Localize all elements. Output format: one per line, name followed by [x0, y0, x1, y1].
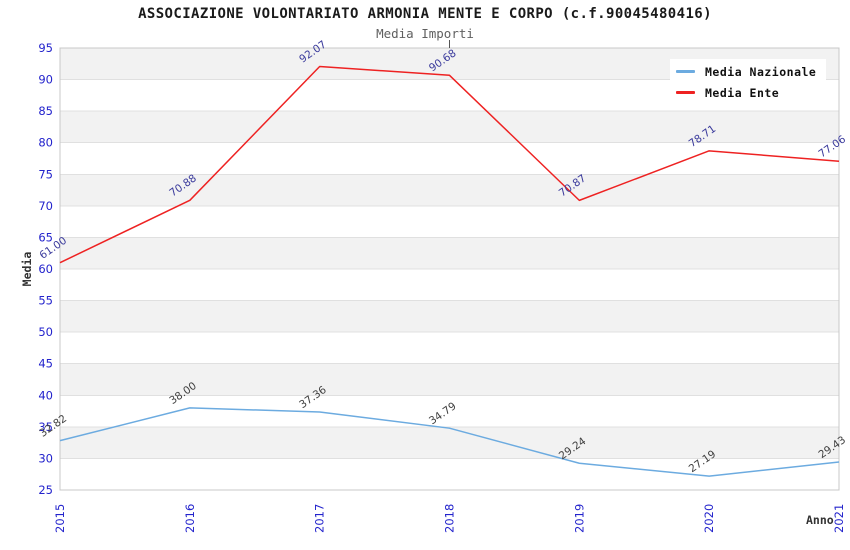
legend-item-media-nazionale[interactable]: Media Nazionale — [676, 61, 816, 82]
x-tick-label: 2021 — [832, 504, 846, 533]
y-tick-label: 50 — [38, 325, 53, 339]
legend-label-media-nazionale: Media Nazionale — [705, 64, 817, 79]
grid-band — [60, 237, 839, 269]
grid-band — [60, 269, 839, 301]
grid-band — [60, 363, 839, 396]
y-tick-label: 85 — [38, 104, 53, 118]
grid-band — [60, 205, 839, 238]
chart-subtitle: Media Importi — [376, 26, 474, 41]
legend-swatch-media-ente — [676, 91, 695, 94]
grid-band — [60, 111, 839, 143]
legend-label-media-ente: Media Ente — [705, 85, 780, 100]
y-tick-label: 90 — [38, 73, 53, 87]
x-tick-label: 2016 — [183, 504, 197, 533]
y-tick-label: 60 — [38, 262, 53, 276]
grid-band — [60, 458, 839, 490]
x-tick-label: 2019 — [572, 504, 586, 533]
x-tick-label: 2020 — [702, 504, 716, 533]
legend-swatch-media-nazionale — [676, 70, 695, 73]
grid-band — [60, 300, 839, 333]
legend: Media Nazionale Media Ente — [670, 59, 827, 107]
y-tick-label: 80 — [38, 136, 53, 150]
series-line-1 — [59, 65, 840, 264]
y-tick-label: 95 — [38, 41, 53, 55]
grid-band — [60, 142, 839, 175]
x-tick-label: 2018 — [443, 504, 457, 533]
y-tick-label: 55 — [38, 294, 53, 308]
grid-band — [60, 395, 839, 427]
y-tick-label: 45 — [38, 357, 53, 371]
y-tick-label: 40 — [38, 388, 53, 402]
y-tick-label: 70 — [38, 199, 53, 213]
grid-band — [60, 332, 839, 364]
y-tick-label: 35 — [38, 420, 53, 434]
y-tick-label: 25 — [38, 483, 53, 497]
y-tick-label: 30 — [38, 451, 53, 465]
grid-band — [60, 426, 839, 459]
legend-item-media-ente[interactable]: Media Ente — [676, 82, 816, 103]
x-axis-title: Anno — [806, 513, 834, 527]
y-axis-title: Media — [20, 251, 34, 287]
chart-title: ASSOCIAZIONE VOLONTARIATO ARMONIA MENTE … — [138, 6, 712, 22]
x-tick-label: 2015 — [53, 504, 67, 533]
series-line-0 — [59, 407, 840, 477]
x-tick-label: 2017 — [313, 504, 327, 533]
y-tick-label: 75 — [38, 167, 53, 181]
y-tick-label: 65 — [38, 230, 53, 244]
